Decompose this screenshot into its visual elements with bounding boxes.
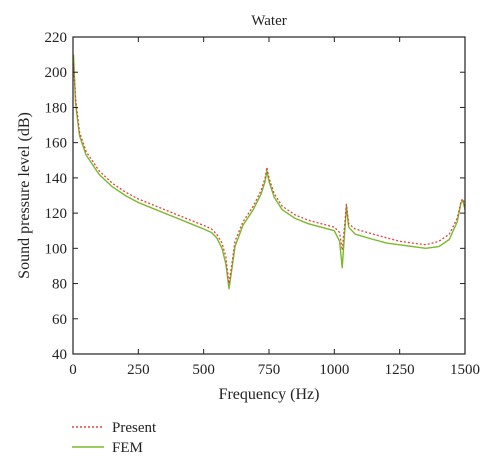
x-tick-label: 750 — [258, 362, 281, 378]
series-line-present — [72, 63, 466, 285]
legend-label-present: Present — [112, 420, 157, 436]
y-axis-title: Sound pressure level (dB) — [16, 112, 33, 279]
y-tick-label: 140 — [45, 171, 68, 187]
chart-title: Water — [251, 13, 286, 29]
y-tick-label: 160 — [45, 136, 68, 152]
x-tick-label: 0 — [69, 362, 77, 378]
y-tick-label: 180 — [45, 100, 68, 116]
y-axis: 40 60 80 100 120 140 160 180 200 220 — [45, 30, 465, 363]
x-axis-title: Frequency (Hz) — [219, 386, 320, 403]
x-axis: 0 250 500 750 1000 1250 1500 — [69, 37, 480, 378]
series-line-fem — [72, 54, 466, 290]
series-layer — [72, 54, 466, 290]
legend: Present FEM — [72, 420, 157, 456]
x-tick-label: 1250 — [385, 362, 415, 378]
x-tick-label: 500 — [192, 362, 215, 378]
x-tick-label: 1000 — [319, 362, 349, 378]
y-tick-label: 80 — [52, 277, 67, 293]
y-tick-label: 200 — [45, 65, 68, 81]
x-tick-label: 250 — [127, 362, 150, 378]
x-tick-label: 1500 — [450, 362, 480, 378]
y-tick-label: 100 — [45, 241, 68, 257]
y-tick-label: 40 — [52, 347, 67, 363]
legend-label-fem: FEM — [112, 440, 143, 456]
y-tick-label: 120 — [45, 206, 68, 222]
y-tick-label: 60 — [52, 312, 67, 328]
y-tick-label: 220 — [45, 30, 68, 46]
